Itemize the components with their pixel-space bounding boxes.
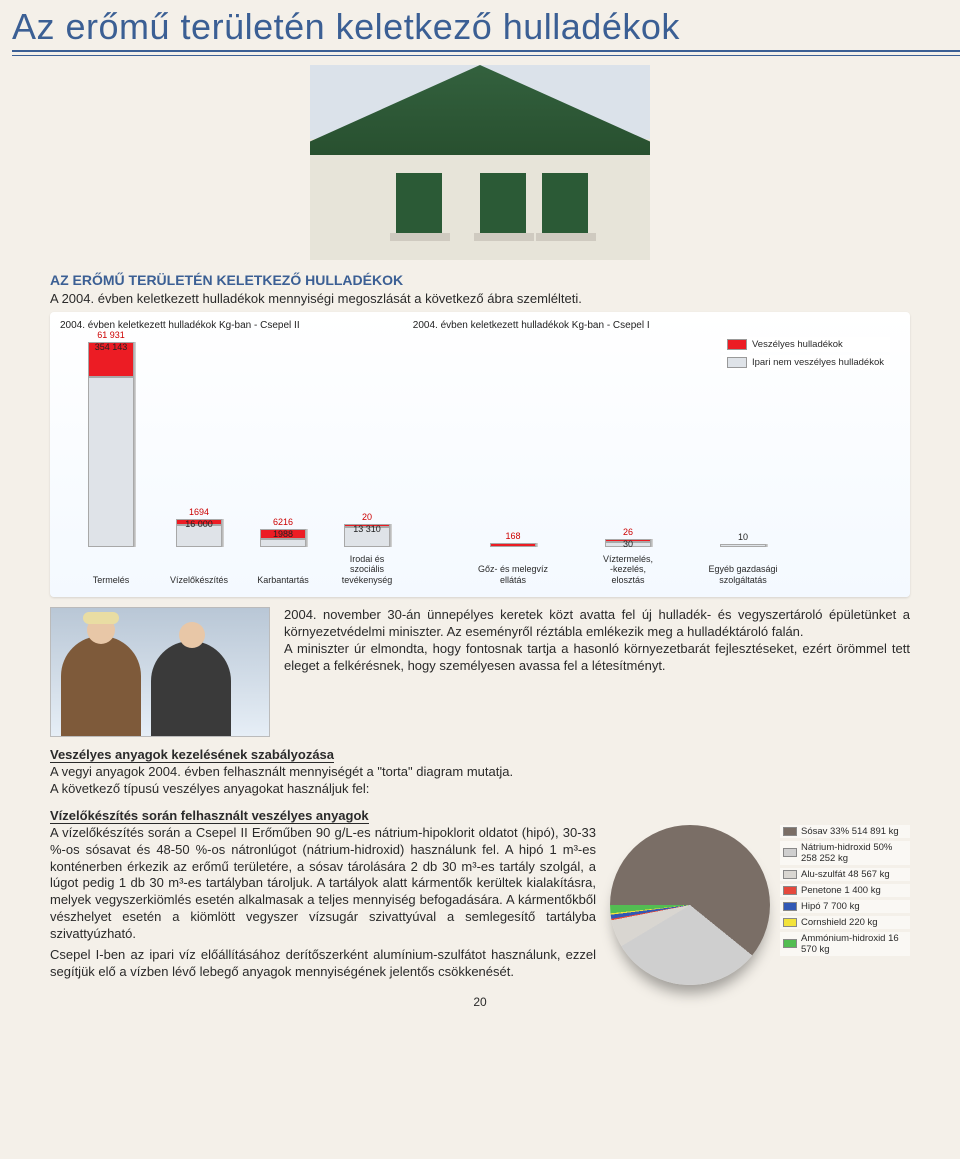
bar-category-label: Irodai ésszociálistevékenység — [326, 554, 408, 585]
page-number: 20 — [50, 985, 910, 1025]
bar-category-label: Karbantartás — [246, 575, 320, 585]
pie-legend-item: Sósav 33% 514 891 kg — [780, 825, 910, 838]
building-photo — [310, 65, 650, 260]
bar-category-label: Vízelőkészítés — [159, 575, 239, 585]
pie-legend-item: Nátrium-hidroxid 50% 258 252 kg — [780, 841, 910, 865]
legend-item: Veszélyes hulladékok — [721, 337, 890, 352]
bar-category-label: Gőz- és melegvízellátás — [463, 564, 563, 585]
section2-subhead: Vízelőkészítés során felhasznált veszély… — [50, 808, 369, 824]
pie-legend-item: Cornshield 220 kg — [780, 916, 910, 929]
pie-chart: Sósav 33% 514 891 kg Nátrium-hidroxid 50%… — [610, 825, 910, 985]
building-photo-wrap — [0, 65, 960, 260]
chart-legend: Veszélyes hulladékok Ipari nem veszélyes … — [721, 337, 890, 373]
page-root: Az erőmű területén keletkező hulladékok … — [0, 0, 960, 1045]
section2-body2: Csepel I-ben az ipari víz előállításához… — [50, 947, 596, 981]
pie-legend: Sósav 33% 514 891 kg Nátrium-hidroxid 50%… — [770, 825, 910, 959]
section2-body: A vízelőkészítés során a Csepel II Erőmű… — [50, 825, 596, 943]
pie-legend-item: Hipó 7 700 kg — [780, 900, 910, 913]
pie-legend-item: Ammónium-hidroxid 16 570 kg — [780, 932, 910, 956]
bar-category-label: Egyéb gazdaságiszolgáltatás — [693, 564, 793, 585]
paragraph-2: A miniszter úr elmondta, hogy fontosnak … — [284, 641, 910, 673]
intro-text: A 2004. évben keletkezett hulladékok men… — [50, 291, 910, 306]
section2-heading: Veszélyes anyagok kezelésének szabályozá… — [50, 747, 334, 763]
bar-chart: 2004. évben keletkezett hulladékok Kg-ba… — [50, 312, 910, 597]
minister-row: 2004. november 30-án ünnepélyes keretek … — [50, 607, 910, 737]
section2-line2: A következő típusú veszélyes anyagokat h… — [50, 781, 910, 798]
minister-text: 2004. november 30-án ünnepélyes keretek … — [270, 607, 910, 737]
pie-graphic — [610, 825, 770, 985]
minister-photo — [50, 607, 270, 737]
bar-category-label: Termelés — [77, 575, 145, 585]
legend-item: Ipari nem veszélyes hulladékok — [721, 355, 890, 370]
pie-legend-item: Penetone 1 400 kg — [780, 884, 910, 897]
paragraph-1: 2004. november 30-án ünnepélyes keretek … — [284, 607, 910, 639]
page-title: Az erőmű területén keletkező hulladékok — [0, 0, 960, 50]
chart-title-right: 2004. évben keletkezett hulladékok Kg-ba… — [413, 320, 900, 331]
section-heading: AZ ERŐMŰ TERÜLETÉN KELETKEZŐ HULLADÉKOK — [50, 272, 910, 288]
section2-line1: A vegyi anyagok 2004. évben felhasznált … — [50, 764, 910, 781]
pie-legend-item: Alu-szulfát 48 567 kg — [780, 868, 910, 881]
header-rule — [12, 50, 960, 65]
bar-category-label: Víztermelés,-kezelés,elosztás — [588, 554, 668, 585]
